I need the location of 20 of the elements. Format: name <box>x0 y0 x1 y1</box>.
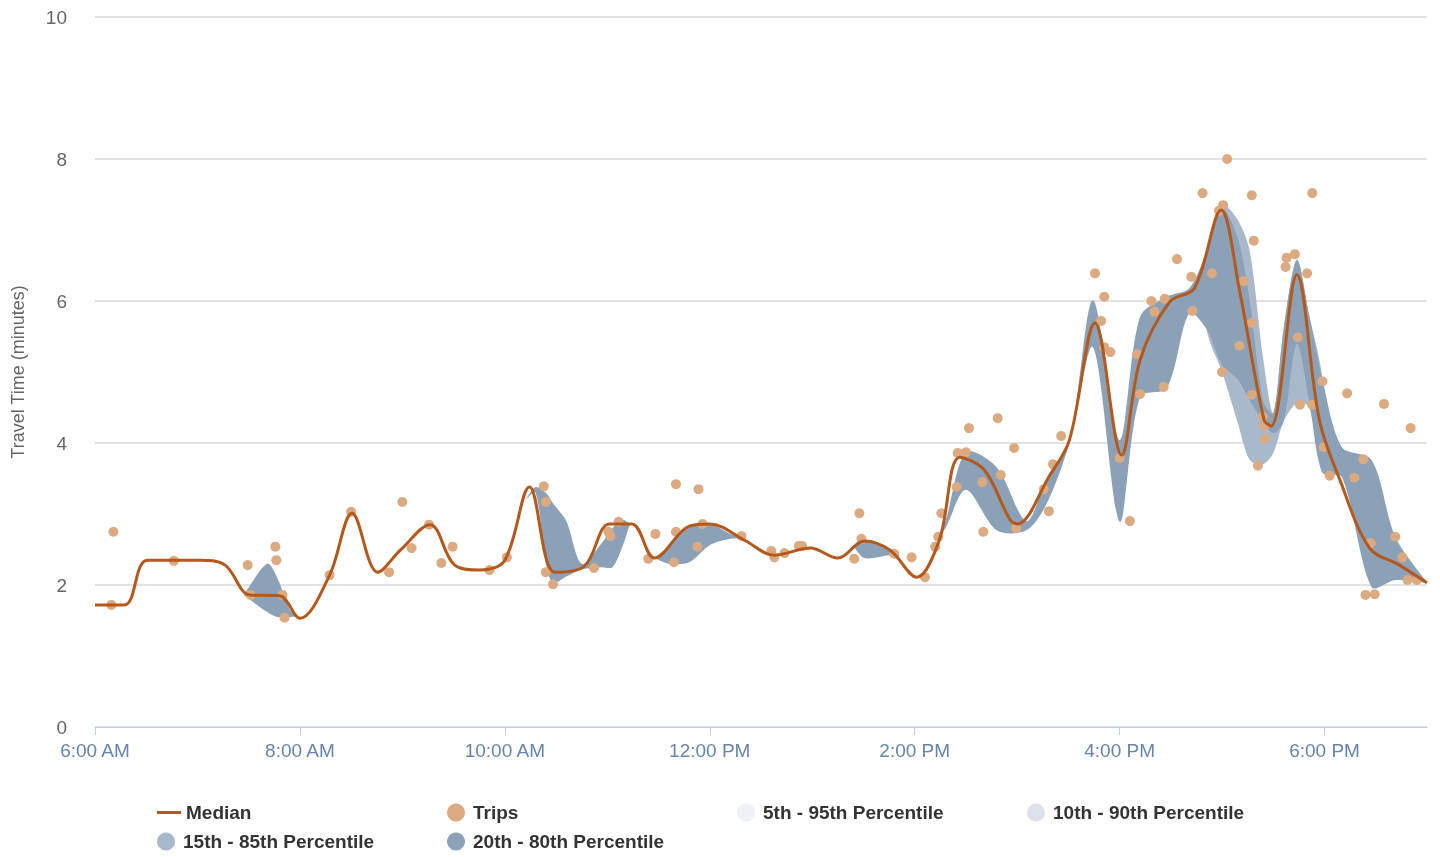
x-tick-label: 10:00 AM <box>464 740 545 761</box>
x-tick-label: 6:00 PM <box>1289 740 1360 761</box>
y-tick-label: 0 <box>56 716 67 738</box>
legend-label: 10th - 90th Percentile <box>1053 802 1245 823</box>
legend-label: 15th - 85th Percentile <box>183 831 375 852</box>
legend-label: 20th - 80th Percentile <box>473 831 665 852</box>
legend-label: Trips <box>473 802 519 823</box>
x-tick-label: 8:00 AM <box>265 740 335 761</box>
legend-label: Median <box>186 802 252 823</box>
x-tick-label: 4:00 PM <box>1084 740 1155 761</box>
legend-label: 5th - 95th Percentile <box>763 802 944 823</box>
y-axis-title: Travel Time (minutes) <box>8 285 28 459</box>
y-tick-label: 2 <box>56 574 67 596</box>
y-tick-label: 6 <box>56 290 67 312</box>
x-tick-label: 6:00 AM <box>60 740 130 761</box>
y-tick-label: 4 <box>56 432 68 454</box>
x-tick-label: 2:00 PM <box>879 740 951 761</box>
y-tick-label: 8 <box>56 148 67 170</box>
y-tick-label: 10 <box>45 6 67 28</box>
x-tick-label: 12:00 PM <box>669 740 751 761</box>
